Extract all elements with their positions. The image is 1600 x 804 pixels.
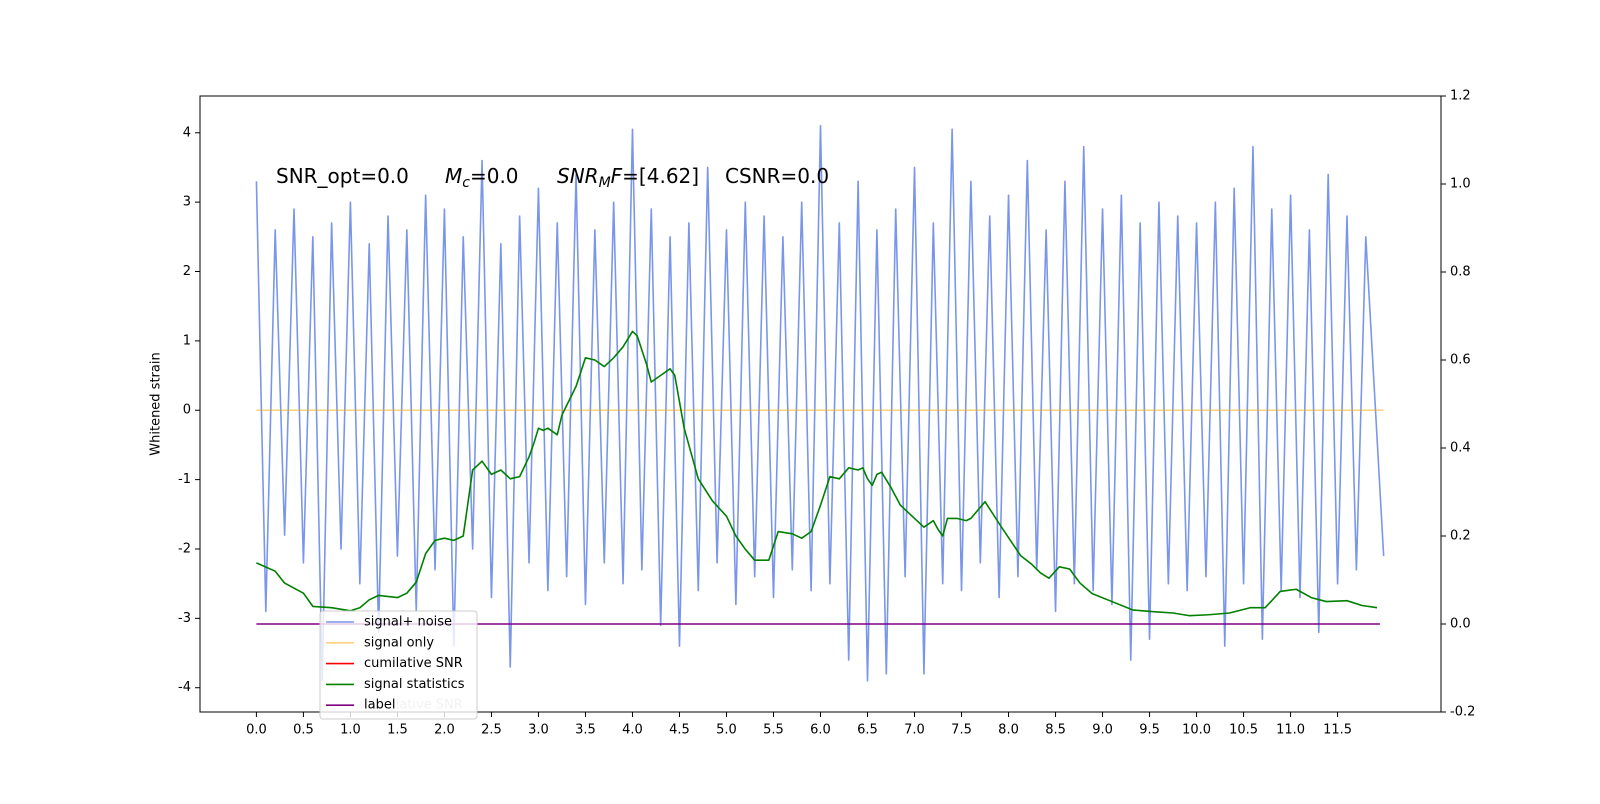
annotation: SNRMF=[4.62] (557, 164, 699, 192)
y2-tick-label: -0.2 (1450, 705, 1475, 720)
y2-tick-label: 1.2 (1450, 89, 1471, 104)
y-tick-label: -3 (178, 611, 191, 626)
annotation-part: M (599, 175, 611, 191)
x-tick-label: 3.0 (528, 723, 549, 738)
x-tick-label: 3.5 (575, 723, 596, 738)
x-tick-label: 5.0 (716, 723, 737, 738)
annotation-part: CSNR=0.0 (725, 164, 829, 188)
y-tick-label: 0 (183, 403, 191, 418)
x-tick-label: 11.5 (1323, 723, 1352, 738)
legend-label: signal only (364, 635, 434, 650)
x-tick-label: 8.5 (1045, 723, 1066, 738)
y2-tick-label: 0.2 (1450, 529, 1471, 544)
x-tick-label: 10.0 (1182, 723, 1211, 738)
x-tick-label: 4.0 (622, 723, 643, 738)
x-tick-label: 2.0 (434, 723, 455, 738)
y2-tick-label: 0.6 (1450, 353, 1471, 368)
y2-tick-label: 0.4 (1450, 441, 1471, 456)
y2-tick-label: 0.0 (1450, 617, 1471, 632)
x-tick-label: 11.0 (1276, 723, 1305, 738)
x-tick-label: 1.5 (387, 723, 408, 738)
x-tick-label: 7.5 (951, 723, 972, 738)
x-tick-label: 5.5 (763, 723, 784, 738)
x-tick-label: 4.5 (669, 723, 690, 738)
x-tick-label: 8.0 (998, 723, 1019, 738)
annotation-part: M (445, 164, 462, 188)
y-tick-label: 1 (183, 333, 191, 348)
x-tick-label: 1.0 (340, 723, 361, 738)
x-tick-label: 9.0 (1092, 723, 1113, 738)
legend-label: signal+ noise (364, 615, 452, 630)
x-tick-label: 9.5 (1139, 723, 1160, 738)
legend-label: label (364, 698, 395, 713)
annotation-part: =0.0 (470, 164, 519, 188)
y2-tick-label: 1.0 (1450, 177, 1471, 192)
x-tick-label: 10.5 (1229, 723, 1258, 738)
annotation-part: c (462, 175, 470, 191)
y-tick-label: -1 (178, 472, 191, 487)
series-line (255, 125, 1385, 682)
y2-tick-label: 0.8 (1450, 265, 1471, 280)
annotation: Mc=0.0 (445, 164, 519, 192)
annotation-part: F (611, 164, 623, 188)
annotation-part: SNR (557, 164, 599, 188)
annotation: CSNR=0.0 (725, 164, 829, 188)
legend-box (319, 610, 478, 720)
y-tick-label: -2 (178, 541, 191, 556)
x-tick-label: 6.0 (810, 723, 831, 738)
y-tick-label: -4 (178, 680, 191, 695)
y-tick-label: 3 (183, 195, 191, 210)
y-axis-label: Whitened strain (149, 352, 164, 455)
annotation-part: SNR_opt=0.0 (276, 164, 409, 188)
x-tick-label: 6.5 (857, 723, 878, 738)
legend-label: signal statistics (364, 677, 465, 692)
x-tick-label: 0.0 (246, 723, 267, 738)
x-tick-label: 2.5 (481, 723, 502, 738)
annotation: SNR_opt=0.0 (276, 164, 409, 188)
annotation-part: =[4.62] (622, 164, 699, 188)
x-tick-label: 0.5 (293, 723, 314, 738)
x-tick-label: 7.0 (904, 723, 925, 738)
series-line (256, 330, 1378, 617)
y-tick-label: 2 (183, 264, 191, 279)
y-tick-label: 4 (183, 125, 191, 140)
legend-label: cumilative SNR (364, 656, 463, 671)
